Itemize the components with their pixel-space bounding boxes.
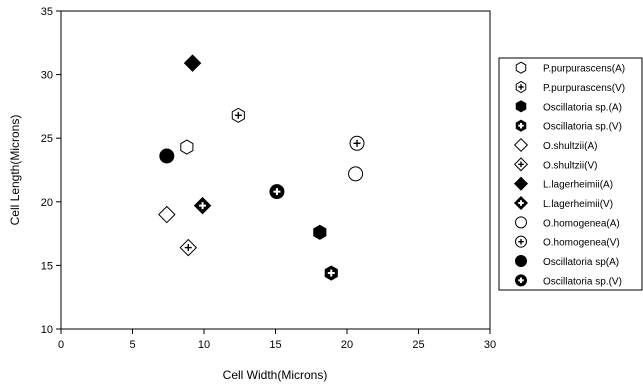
data-point — [158, 205, 176, 224]
legend-marker — [515, 274, 527, 287]
data-points — [158, 54, 365, 281]
legend-marker — [515, 100, 527, 113]
legend-label: Oscillatoria sp(A) — [543, 257, 619, 268]
legend-marker — [515, 216, 527, 229]
data-point — [179, 238, 198, 257]
legend-marker — [513, 195, 529, 211]
data-point — [348, 166, 364, 182]
legend-label: O.shultzii(A) — [543, 141, 597, 152]
legend-label: O.homogenea(A) — [543, 218, 620, 229]
y-tick-label: 10 — [41, 324, 53, 336]
y-tick-label: 15 — [41, 260, 53, 272]
x-tick-label: 30 — [484, 339, 496, 351]
legend-marker — [515, 80, 527, 94]
data-point — [159, 148, 175, 164]
x-axis-title: Cell Width(Microns) — [223, 368, 328, 382]
legend-label: L.lagerheimii(V) — [543, 199, 613, 210]
legend-marker — [513, 137, 529, 153]
legend-label: P.purpurascens(A) — [543, 64, 625, 75]
y-tick-label: 30 — [41, 70, 53, 82]
data-point — [231, 107, 245, 123]
legend-marker — [515, 119, 527, 132]
legend-label: L.lagerheimii(A) — [543, 180, 613, 191]
legend-label: O.homogenea(V) — [543, 238, 620, 249]
y-tick-label: 35 — [41, 6, 53, 18]
x-tick-label: 0 — [58, 339, 64, 351]
legend-marker — [513, 157, 529, 172]
legend-marker — [513, 176, 529, 191]
legend-box — [498, 57, 643, 291]
y-axis: 10 15 20 25 30 35 — [41, 6, 61, 336]
data-point — [180, 139, 194, 155]
x-tick-label: 25 — [412, 339, 424, 351]
plot-frame — [60, 10, 491, 330]
y-tick-label: 20 — [41, 197, 53, 209]
legend-marker — [515, 235, 527, 248]
legend: P.purpurascens(A) P.purpurascens(V) Oscill… — [498, 57, 643, 291]
y-tick-label: 25 — [41, 133, 53, 145]
legend-marker — [515, 61, 527, 74]
x-tick-label: 5 — [129, 339, 135, 351]
legend-marker — [515, 255, 527, 267]
data-point — [324, 265, 338, 281]
y-axis-title: Cell Length(Microns) — [8, 115, 22, 226]
data-point — [349, 135, 365, 151]
data-point — [269, 184, 285, 200]
x-tick-label: 10 — [198, 339, 210, 351]
plot-area — [60, 10, 491, 330]
legend-label: P.purpurascens(V) — [543, 83, 625, 94]
legend-label: O.shultzii(V) — [543, 160, 597, 171]
x-axis: 0 5 10 15 20 25 30 — [58, 329, 496, 351]
x-tick-label: 15 — [269, 339, 281, 351]
legend-label: Oscillatoria sp.(V) — [543, 122, 622, 133]
x-tick-label: 20 — [341, 339, 353, 351]
data-point — [313, 224, 327, 240]
data-point — [183, 54, 202, 72]
legend-label: Oscillatoria sp.(A) — [543, 102, 622, 113]
legend-label: Oscillatoria sp.(V) — [543, 276, 622, 287]
data-point — [193, 196, 212, 215]
